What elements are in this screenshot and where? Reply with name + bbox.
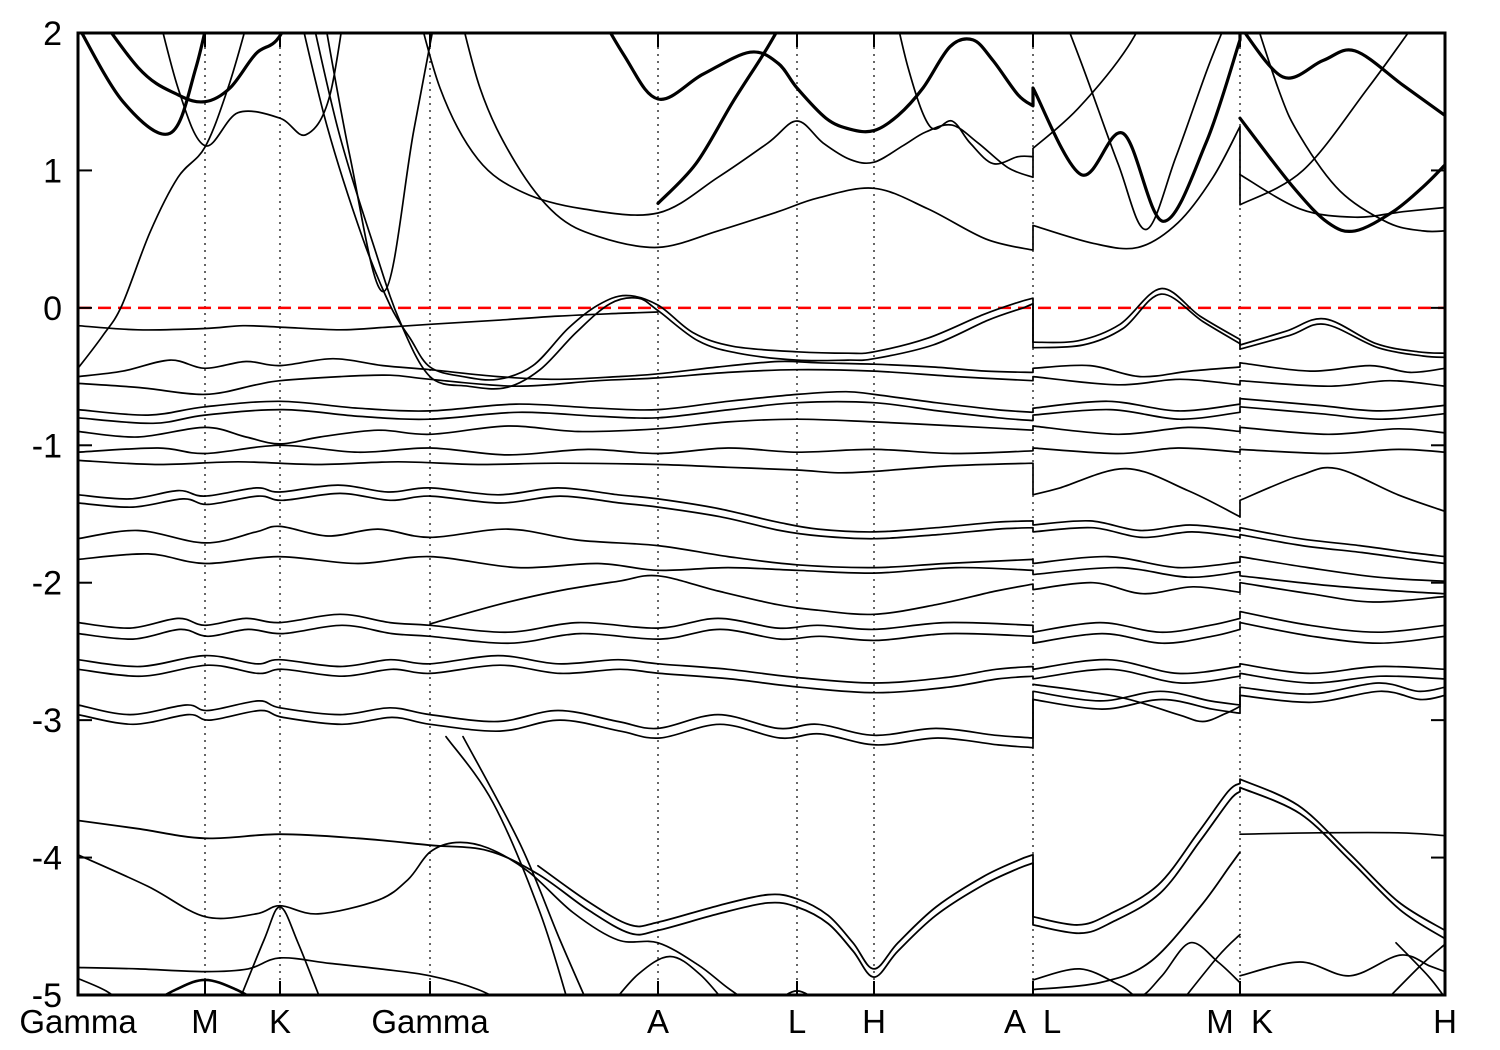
band-line	[898, 33, 1034, 165]
band-line	[618, 955, 720, 995]
band-line	[1239, 831, 1445, 837]
y-tick-label: -2	[32, 565, 62, 603]
band-line	[78, 654, 1445, 684]
band-line	[78, 664, 1445, 694]
band-line	[78, 621, 1445, 645]
kpoint-label-a: A	[647, 1003, 669, 1040]
y-tick-label: -5	[32, 977, 62, 1015]
band-line	[422, 33, 1138, 216]
kpoint-label-k: K	[269, 1003, 291, 1040]
band-line	[78, 682, 1445, 739]
kpoint-label-k: K	[1251, 1003, 1273, 1040]
band-lines	[78, 33, 1445, 995]
kpoint-label-gamma: Gamma	[19, 1003, 137, 1040]
band-line	[1069, 33, 1223, 231]
kpoint-label-l: L	[1043, 1003, 1061, 1040]
y-tick-label: 0	[43, 290, 62, 328]
kpoint-label-h: H	[1433, 1003, 1457, 1040]
band-line	[656, 33, 778, 205]
y-axis-labels: 2 1 0 -1 -2 -3 -4 -5	[32, 15, 62, 1015]
band-line	[78, 841, 740, 995]
band-line	[1239, 954, 1445, 977]
plot-border	[76, 31, 1447, 997]
band-line	[78, 311, 659, 331]
kpoint-label-m: M	[191, 1003, 219, 1040]
band-line	[445, 735, 567, 995]
band-line	[1238, 116, 1445, 234]
band-line	[537, 786, 1445, 970]
band-line	[78, 484, 1445, 558]
kpoint-label-m: M	[1206, 1003, 1234, 1040]
band-line	[78, 390, 1445, 416]
y-tick-label: -3	[32, 702, 62, 740]
band-line	[1032, 683, 1241, 723]
band-line	[1395, 941, 1445, 995]
band-line	[78, 357, 1445, 381]
band-line	[78, 956, 493, 995]
band-line	[303, 33, 1445, 381]
band-line	[1185, 933, 1241, 995]
band-line	[78, 778, 1445, 978]
band-line	[1032, 851, 1241, 991]
band-line	[1258, 33, 1445, 233]
y-tick-label: -1	[32, 427, 62, 465]
band-line	[78, 492, 1445, 565]
band-line	[78, 690, 1445, 749]
kpoint-label-h: H	[862, 1003, 886, 1040]
band-line	[429, 574, 1445, 625]
kpoint-label-gamma: Gamma	[371, 1003, 489, 1040]
band-line	[78, 977, 114, 995]
band-line	[78, 459, 1445, 518]
band-line	[78, 400, 1445, 425]
band-line	[78, 33, 246, 370]
band-line	[78, 444, 1445, 456]
y-tick-label: 2	[43, 15, 62, 53]
y-tick-label: 1	[43, 152, 62, 190]
band-line	[109, 33, 284, 104]
band-line	[78, 610, 1445, 634]
kpoint-label-l: L	[788, 1003, 806, 1040]
y-tick-label: -4	[32, 840, 62, 878]
band-line	[78, 418, 1445, 445]
band-line	[463, 33, 1410, 251]
band-line	[462, 735, 585, 995]
kpoint-label-a: A	[1004, 1003, 1026, 1040]
x-axis-labels: Gamma M K Gamma A L H A L M K H	[19, 1003, 1457, 1040]
band-line	[78, 368, 1445, 396]
band-line	[1239, 173, 1445, 219]
band-line	[78, 553, 1445, 595]
band-line	[240, 906, 320, 995]
tick-marks	[77, 32, 1446, 996]
band-line	[78, 525, 1445, 583]
